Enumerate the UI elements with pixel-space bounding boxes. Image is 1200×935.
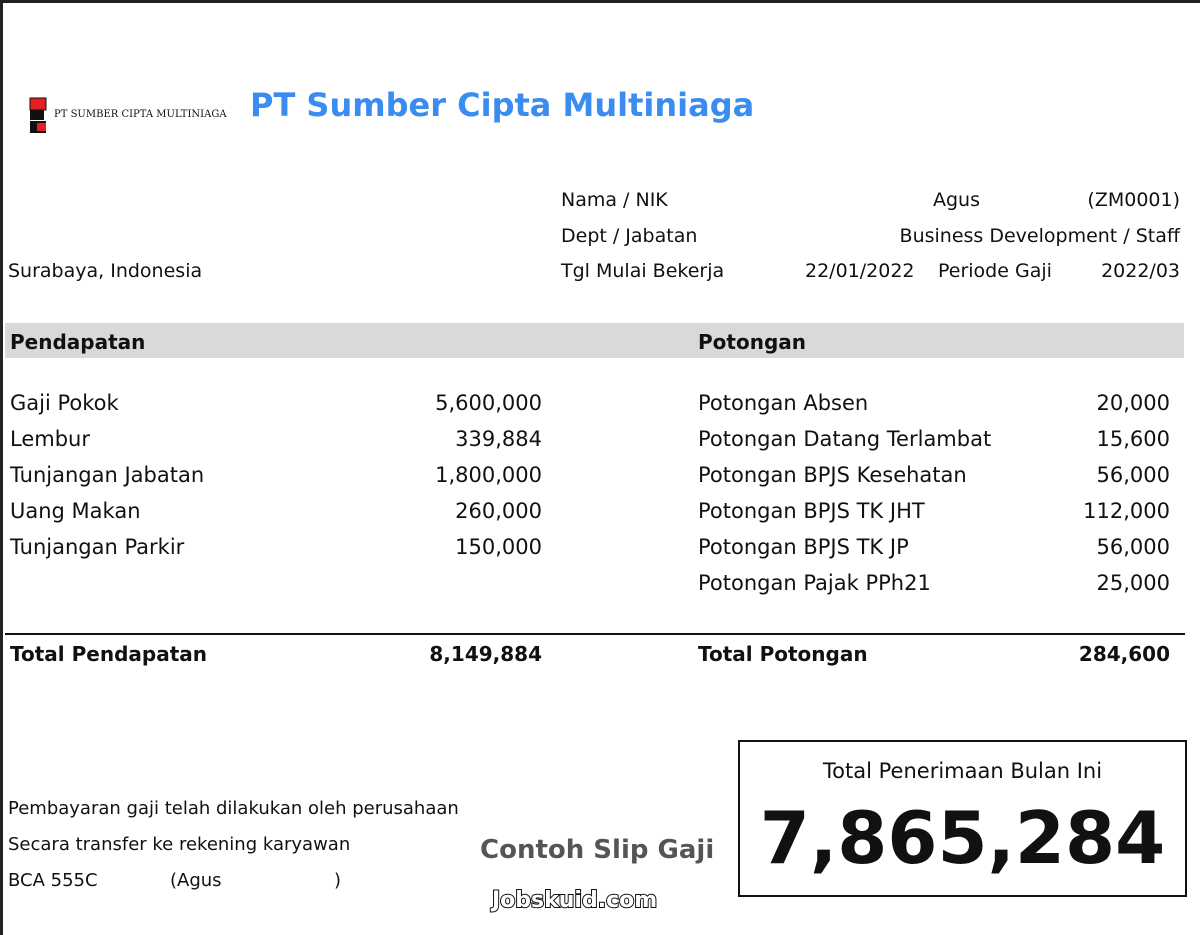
income-item-value: 260,000 bbox=[455, 499, 542, 523]
income-item-label: Uang Makan bbox=[10, 499, 141, 523]
account-close-paren: ) bbox=[334, 870, 342, 891]
sheet-top-border bbox=[0, 0, 1200, 3]
income-item-value: 150,000 bbox=[455, 535, 542, 559]
income-item-label: Tunjangan Jabatan bbox=[10, 463, 205, 487]
company-location: Surabaya, Indonesia bbox=[8, 260, 203, 282]
period-value: 2022/03 bbox=[1101, 260, 1180, 282]
deductions-item-label: Potongan BPJS Kesehatan bbox=[698, 463, 967, 487]
net-pay-box bbox=[738, 740, 1187, 897]
deductions-item-label: Potongan Datang Terlambat bbox=[698, 427, 992, 451]
income-item-label: Lembur bbox=[10, 427, 90, 451]
start-date: 22/01/2022 bbox=[805, 260, 915, 282]
deductions-item-label: Potongan Absen bbox=[698, 391, 869, 415]
net-pay-label: Total Penerimaan Bulan Ini bbox=[822, 759, 1103, 783]
total-income-label: Total Pendapatan bbox=[10, 642, 207, 666]
income-item-value: 1,800,000 bbox=[435, 463, 542, 487]
income-item-label: Gaji Pokok bbox=[10, 391, 119, 415]
sheet-left-border bbox=[0, 0, 3, 935]
income-item-value: 339,884 bbox=[455, 427, 542, 451]
deductions-item-label: Potongan BPJS TK JHT bbox=[698, 499, 925, 523]
totals-divider bbox=[5, 633, 1185, 635]
deductions-header: Potongan bbox=[698, 330, 806, 354]
income-item-value: 5,600,000 bbox=[435, 391, 542, 415]
income-header: Pendapatan bbox=[10, 330, 146, 354]
footer-line-2: Secara transfer ke rekening karyawan bbox=[8, 834, 351, 855]
total-deductions-label: Total Potongan bbox=[698, 642, 868, 666]
employee-dept: Business Development / Staff bbox=[899, 225, 1180, 247]
company-title: PT Sumber Cipta Multiniaga bbox=[250, 86, 755, 124]
deductions-item-value: 20,000 bbox=[1096, 391, 1170, 415]
employee-nik: (ZM0001) bbox=[1087, 189, 1180, 211]
logo-text: PT SUMBER CIPTA MULTINIAGA bbox=[54, 109, 227, 120]
deductions-item-label: Potongan BPJS TK JP bbox=[698, 535, 909, 559]
account-name: (Agus bbox=[170, 870, 222, 891]
footer-line-1: Pembayaran gaji telah dilakukan oleh per… bbox=[8, 798, 459, 819]
bank-account: BCA 555C bbox=[8, 870, 98, 891]
deductions-item-value: 15,600 bbox=[1096, 427, 1170, 451]
total-income-value: 8,149,884 bbox=[429, 642, 542, 666]
watermark-site: Jobskuid.com bbox=[491, 887, 658, 914]
deductions-item-label: Potongan Pajak PPh21 bbox=[698, 571, 931, 595]
period-label: Periode Gaji bbox=[938, 260, 1052, 282]
net-pay-value: 7,865,284 bbox=[759, 796, 1166, 880]
total-deductions-value: 284,600 bbox=[1078, 642, 1170, 666]
income-item-label: Tunjangan Parkir bbox=[10, 535, 185, 559]
employee-name: Agus bbox=[933, 189, 980, 211]
deductions-item-value: 56,000 bbox=[1096, 535, 1170, 559]
name-label: Nama / NIK bbox=[561, 189, 668, 211]
section-header-band bbox=[5, 323, 1184, 358]
dept-label: Dept / Jabatan bbox=[561, 225, 698, 247]
deductions-item-value: 112,000 bbox=[1083, 499, 1170, 523]
start-date-label: Tgl Mulai Bekerja bbox=[561, 260, 725, 282]
deductions-item-value: 25,000 bbox=[1096, 571, 1170, 595]
company-logo-icon bbox=[29, 97, 47, 133]
deductions-item-value: 56,000 bbox=[1096, 463, 1170, 487]
watermark-title: Contoh Slip Gaji bbox=[480, 835, 715, 865]
